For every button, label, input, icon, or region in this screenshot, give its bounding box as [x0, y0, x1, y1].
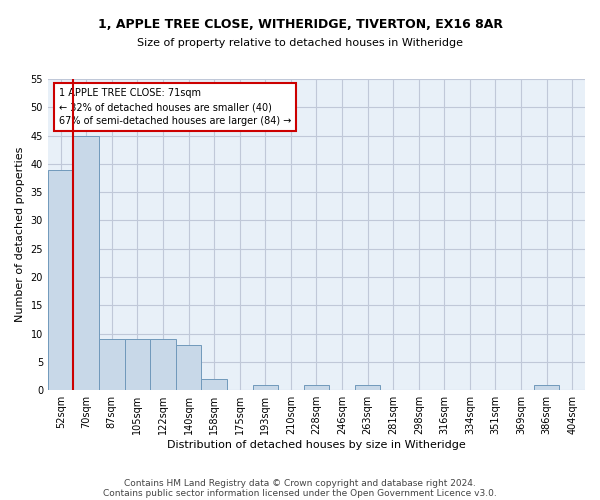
Bar [99, 340, 125, 390]
Text: 1, APPLE TREE CLOSE, WITHERIDGE, TIVERTON, EX16 8AR: 1, APPLE TREE CLOSE, WITHERIDGE, TIVERTO… [97, 18, 503, 30]
Bar [253, 384, 278, 390]
Bar [202, 379, 227, 390]
Y-axis label: Number of detached properties: Number of detached properties [15, 147, 25, 322]
Text: 1 APPLE TREE CLOSE: 71sqm
← 32% of detached houses are smaller (40)
67% of semi-: 1 APPLE TREE CLOSE: 71sqm ← 32% of detac… [59, 88, 291, 126]
Bar [355, 384, 380, 390]
Bar [304, 384, 329, 390]
Text: Size of property relative to detached houses in Witheridge: Size of property relative to detached ho… [137, 38, 463, 48]
Bar [125, 340, 150, 390]
Text: Contains public sector information licensed under the Open Government Licence v3: Contains public sector information licen… [103, 488, 497, 498]
Bar [176, 345, 202, 390]
X-axis label: Distribution of detached houses by size in Witheridge: Distribution of detached houses by size … [167, 440, 466, 450]
Bar [48, 170, 73, 390]
Bar [534, 384, 559, 390]
Bar [73, 136, 99, 390]
Bar [150, 340, 176, 390]
Text: Contains HM Land Registry data © Crown copyright and database right 2024.: Contains HM Land Registry data © Crown c… [124, 478, 476, 488]
